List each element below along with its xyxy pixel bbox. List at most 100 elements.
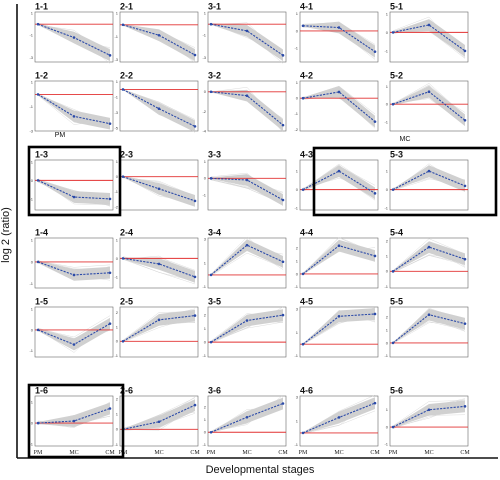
y-tick-label: 1 (386, 254, 389, 259)
gene-profile-line (210, 252, 284, 277)
gene-profile-line (302, 86, 376, 125)
y-tick-label: -3 (202, 55, 206, 60)
y-tick-label: -1 (29, 281, 33, 286)
y-tick-label: -1 (29, 348, 33, 353)
gene-profile-line (122, 176, 196, 203)
y-tick-label: 1 (116, 11, 119, 16)
stage-tick-CM: CM (278, 450, 288, 456)
gene-profile-line (302, 85, 376, 115)
mean-point-PM (121, 175, 125, 178)
mean-point-MC (245, 415, 249, 419)
gene-profile-line (210, 248, 284, 276)
y-tick-label: -1 (114, 189, 118, 194)
spread-band (303, 239, 375, 275)
mean-point-CM (108, 54, 112, 57)
mean-point-MC (157, 420, 161, 424)
mean-point-MC (337, 244, 341, 247)
mean-point-MC (337, 169, 341, 173)
y-tick-label: 1 (116, 79, 119, 84)
y-tick-label: 1 (31, 400, 34, 405)
panel-label: 5-2 (390, 71, 403, 81)
stage-tick-CM: CM (105, 450, 115, 456)
stage-tick-PM: PM (34, 450, 43, 456)
panel-label: 3-2 (208, 71, 221, 81)
y-tick-label: -2 (202, 109, 206, 114)
panel-label: 2-3 (120, 150, 133, 160)
y-tick-label: 1 (386, 11, 389, 16)
y-tick-label: 1 (116, 159, 119, 164)
y-tick-label: 0 (204, 340, 207, 345)
gene-profile-line (37, 260, 111, 272)
gene-profile-line (210, 23, 284, 64)
gene-profile-line (392, 307, 466, 345)
y-tick-label: 0 (31, 327, 34, 332)
gene-profile-line (122, 257, 196, 279)
panel-label: 2-1 (120, 2, 133, 12)
panel-5-5: -1 0 1 2 5-5 (384, 297, 469, 358)
gene-profile-line (392, 98, 466, 124)
stage-tick-PM: PM (389, 450, 398, 456)
stage-tick-MC: MC (242, 450, 251, 456)
gene-profile-line (302, 398, 376, 434)
mean-point-PM (209, 22, 213, 26)
gene-profile-line (122, 88, 196, 122)
y-tick-label: 1 (116, 237, 119, 242)
mean-point-CM (463, 322, 467, 325)
gene-profile-line (122, 24, 196, 48)
gene-profile-line (122, 177, 196, 197)
y-tick-label: -1 (294, 111, 298, 116)
y-tick-label: 0 (204, 89, 207, 94)
mean-point-PM (391, 425, 395, 429)
panel-3-5: -1 0 1 2 3-5 (202, 297, 287, 358)
y-tick-label: 0 (296, 187, 299, 192)
mean-point-PM (36, 421, 40, 425)
gene-profile-line (37, 403, 111, 425)
gene-profile-line (122, 413, 196, 429)
y-tick-label: 1 (296, 330, 299, 335)
group-label-mc: MC (400, 136, 411, 143)
gene-profile-line (392, 404, 466, 428)
y-tick-label: -3 (114, 57, 118, 62)
mean-point-MC (427, 90, 431, 94)
panel-4-1: -1 0 14-1 (294, 2, 379, 63)
highlight-box (312, 146, 498, 217)
gene-profile-line (392, 407, 466, 429)
gene-profile-line (122, 89, 196, 122)
panel-label: 3-6 (208, 386, 221, 396)
gene-profile-line (392, 400, 466, 427)
mean-point-MC (245, 178, 249, 182)
x-axis-label: Developmental stages (206, 464, 315, 476)
gene-profile-line (37, 23, 111, 50)
panel-label: 2-5 (120, 297, 133, 307)
mean-point-MC (72, 273, 76, 277)
y-tick-label: 1 (296, 80, 299, 85)
gene-profile-line (302, 404, 376, 434)
y-tick-label: -1 (384, 353, 388, 358)
y-tick-label: 1 (296, 11, 299, 16)
mean-point-PM (301, 342, 305, 346)
panel-2-3: -2 -1 0 12-3 (114, 150, 199, 211)
y-tick-label: 1 (296, 169, 299, 174)
panel-label: 4-1 (300, 2, 313, 12)
panel-3-4: -1 1 33-4 (202, 228, 287, 289)
mean-point-CM (193, 403, 197, 407)
gene-profile-line (302, 312, 376, 345)
mean-point-PM (121, 88, 125, 91)
mean-point-CM (373, 312, 377, 316)
gene-profile-line (37, 317, 111, 353)
gene-profile-line (392, 311, 466, 344)
mean-point-CM (193, 314, 197, 317)
y-tick-label: 0 (386, 269, 389, 274)
gene-profile-line (392, 255, 466, 273)
y-tick-label: -1 (384, 206, 388, 211)
mean-profile-line (122, 404, 196, 430)
gene-profile-line (122, 176, 196, 199)
gene-profile-line (37, 262, 111, 281)
gene-profile-line (210, 236, 284, 275)
y-tick-label: 1 (386, 407, 389, 412)
panel-1-3: -1 0 11-3 (29, 150, 114, 211)
mean-point-CM (463, 405, 467, 408)
gene-profile-line (210, 176, 284, 198)
